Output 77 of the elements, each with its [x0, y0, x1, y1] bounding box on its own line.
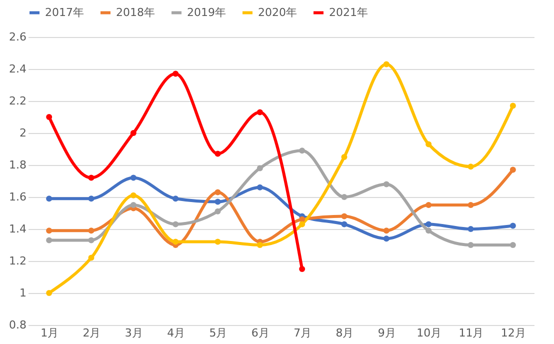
y-tick-label: 1.8: [9, 158, 26, 172]
point: [341, 221, 348, 228]
point: [88, 196, 94, 202]
point: [341, 194, 348, 200]
point: [214, 238, 221, 245]
legend-label: 2019年: [187, 6, 226, 19]
point: [468, 226, 474, 232]
point: [46, 114, 52, 120]
y-tick-label: 2.6: [9, 30, 26, 44]
point: [468, 202, 474, 208]
legend-label: 2017年: [45, 6, 84, 19]
point: [341, 213, 348, 220]
point: [299, 148, 306, 154]
point: [214, 150, 221, 157]
y-tick-label: 1: [20, 286, 26, 300]
point: [88, 237, 94, 244]
x-tick-label: 3月: [124, 326, 143, 340]
x-tick-label: 7月: [294, 326, 312, 340]
point: [426, 228, 432, 234]
point: [172, 70, 179, 77]
legend-label: 2018年: [116, 6, 155, 19]
legend-label: 2021年: [329, 6, 368, 19]
point: [383, 61, 390, 68]
x-tick-label: 8月: [336, 326, 354, 340]
x-tick-label: 4月: [167, 326, 186, 340]
x-tick-label: 12月: [500, 326, 526, 340]
y-tick-label: 2.4: [9, 62, 26, 76]
point: [426, 221, 432, 228]
point: [130, 174, 136, 181]
point: [214, 189, 221, 196]
point: [130, 202, 136, 208]
point: [46, 237, 52, 244]
point: [341, 154, 348, 160]
x-tick-label: 11月: [458, 326, 484, 340]
point: [383, 236, 390, 242]
point: [299, 266, 306, 272]
point: [130, 192, 136, 198]
point: [468, 242, 474, 248]
point: [88, 174, 94, 181]
y-tick-label: 0.8: [9, 318, 26, 332]
x-tick-label: 1月: [40, 326, 59, 340]
legend-label: 2020年: [258, 6, 297, 19]
y-tick-label: 2: [20, 126, 26, 140]
y-tick-label: 1.2: [9, 254, 26, 268]
point: [214, 198, 221, 205]
point: [510, 166, 516, 173]
point: [426, 202, 432, 208]
point: [46, 290, 52, 296]
point: [256, 165, 263, 172]
point: [88, 228, 94, 234]
point: [256, 242, 263, 248]
point: [256, 109, 263, 116]
point: [172, 196, 179, 202]
point: [468, 164, 474, 170]
point: [383, 181, 390, 188]
point: [256, 184, 263, 190]
point: [46, 228, 52, 234]
point: [172, 221, 179, 228]
y-tick-label: 1.4: [9, 222, 26, 236]
x-tick-label: 5月: [209, 326, 228, 340]
point: [299, 221, 306, 228]
point: [214, 208, 221, 214]
point: [130, 130, 136, 136]
point: [383, 228, 390, 234]
point: [426, 141, 432, 148]
point: [88, 254, 94, 261]
point: [510, 222, 516, 229]
point: [510, 102, 516, 109]
y-tick-label: 1.6: [9, 190, 26, 204]
point: [46, 196, 52, 202]
point: [299, 216, 306, 222]
x-tick-label: 10月: [416, 326, 442, 340]
x-tick-label: 6月: [251, 326, 270, 340]
x-tick-label: 9月: [378, 326, 396, 340]
point: [172, 238, 179, 245]
y-tick-label: 2.2: [9, 94, 26, 108]
x-tick-label: 2月: [82, 326, 101, 340]
